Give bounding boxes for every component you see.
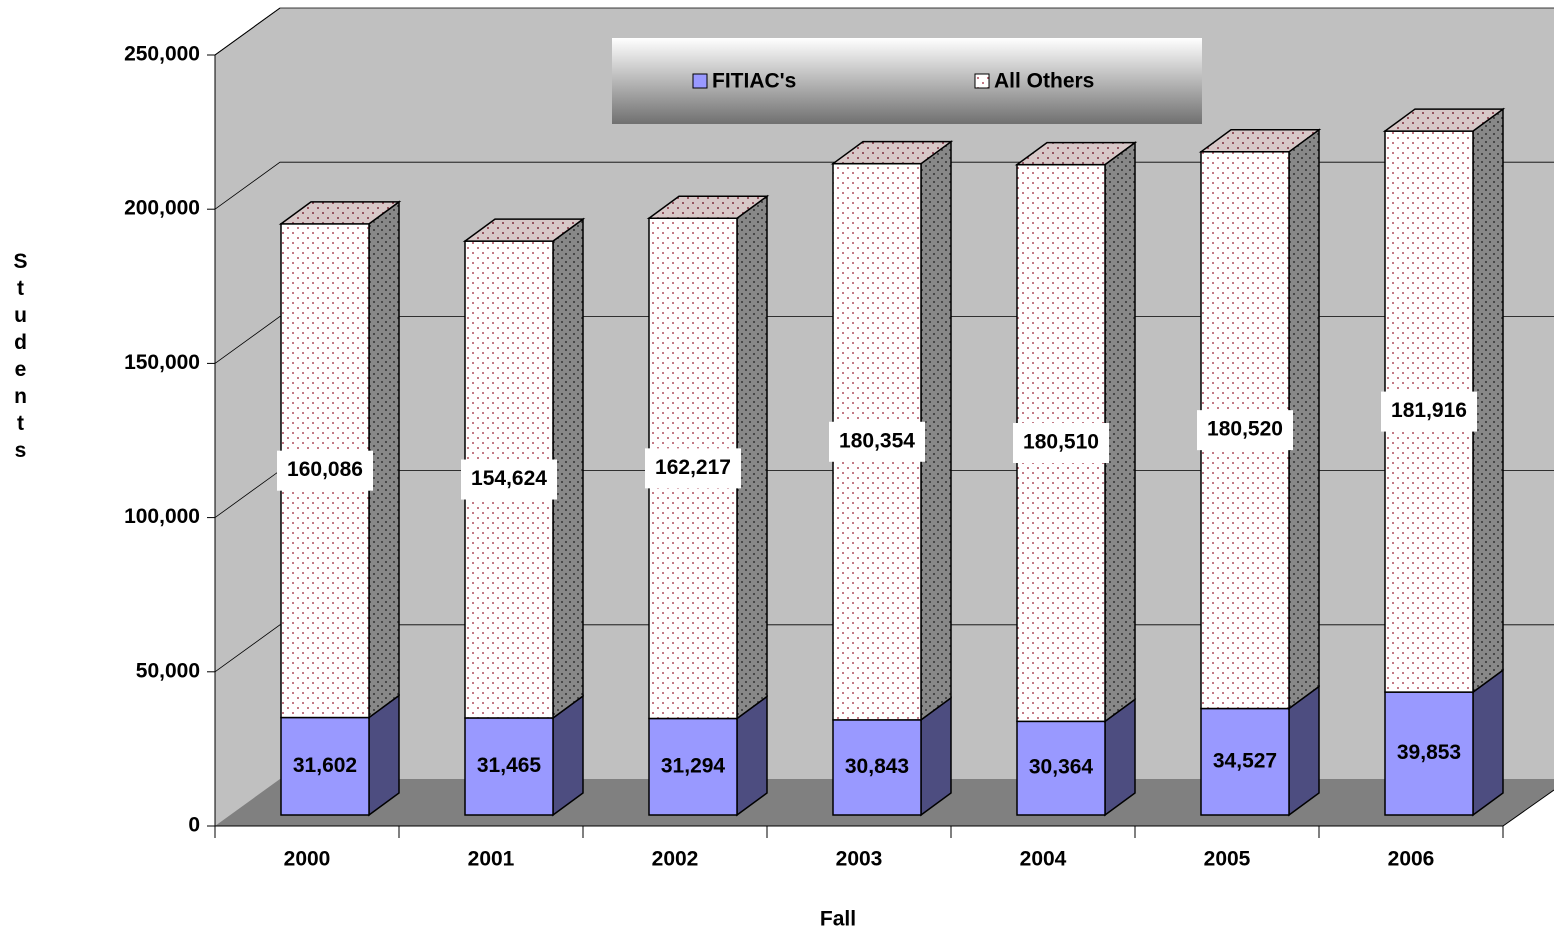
value-label: 39,853 <box>1397 741 1461 764</box>
value-label-bg <box>645 448 741 489</box>
value-label: 31,602 <box>293 754 357 777</box>
y-tick-label: 150,000 <box>124 351 200 374</box>
y-tick-label: 0 <box>188 814 200 837</box>
value-label: 180,510 <box>1023 431 1099 454</box>
value-label: 31,294 <box>661 754 726 777</box>
value-label: 31,465 <box>477 754 542 777</box>
value-label: 30,364 <box>1029 756 1094 779</box>
bar-side <box>920 140 952 722</box>
y-tick-label: 100,000 <box>124 505 200 528</box>
legend-swatch <box>692 73 708 89</box>
bar-side <box>1288 128 1320 710</box>
legend-label: All Others <box>994 70 1094 93</box>
value-label: 154,624 <box>471 467 547 490</box>
bar-top <box>1014 141 1138 166</box>
x-tick-label: 2004 <box>1020 848 1067 871</box>
bar <box>1016 720 1106 816</box>
grid-line <box>214 7 1554 56</box>
x-tick-label: 2005 <box>1204 848 1251 871</box>
x-tick-label: 2003 <box>836 848 883 871</box>
bar <box>648 717 738 816</box>
value-label: 30,843 <box>845 755 909 778</box>
bar-side <box>1472 107 1504 694</box>
value-label-bg <box>1197 410 1293 451</box>
bar-side <box>552 217 584 720</box>
bar <box>832 719 922 816</box>
value-label-bg <box>829 421 925 462</box>
bar <box>280 716 370 816</box>
y-tick-label: 50,000 <box>136 659 200 682</box>
legend <box>612 38 1202 124</box>
bar-top <box>830 140 954 165</box>
value-label-bg <box>1013 423 1109 464</box>
value-label-bg <box>461 459 557 500</box>
value-label-bg <box>277 450 373 491</box>
value-label: 34,527 <box>1213 749 1277 772</box>
bar <box>1200 707 1290 816</box>
y-axis-title: Students <box>9 250 32 466</box>
bar <box>464 717 554 816</box>
legend-label: FITIAC's <box>712 70 796 93</box>
x-tick-label: 2001 <box>468 848 515 871</box>
x-tick-label: 2000 <box>284 848 331 871</box>
value-label: 181,916 <box>1391 399 1467 422</box>
bar-side <box>736 194 768 720</box>
x-axis-title: Fall <box>820 908 856 931</box>
bar <box>1384 691 1474 816</box>
bar-top <box>1198 129 1322 153</box>
bar-side <box>1104 141 1136 723</box>
value-label: 180,354 <box>839 429 915 452</box>
y-tick-label: 200,000 <box>124 197 200 220</box>
x-tick-label: 2002 <box>652 848 699 871</box>
value-label: 180,520 <box>1207 418 1283 441</box>
value-label-bg <box>1381 391 1477 432</box>
bar-top <box>462 218 586 242</box>
bar-top <box>278 201 402 225</box>
bar-side <box>1472 668 1504 817</box>
y-tick-label: 250,000 <box>124 43 200 66</box>
bar-side <box>368 200 400 720</box>
x-tick-label: 2006 <box>1388 848 1435 871</box>
bar-top <box>1382 108 1506 132</box>
value-label: 162,217 <box>655 456 731 479</box>
legend-swatch <box>974 73 990 89</box>
bar-top <box>646 195 770 219</box>
value-label: 160,086 <box>287 458 363 481</box>
